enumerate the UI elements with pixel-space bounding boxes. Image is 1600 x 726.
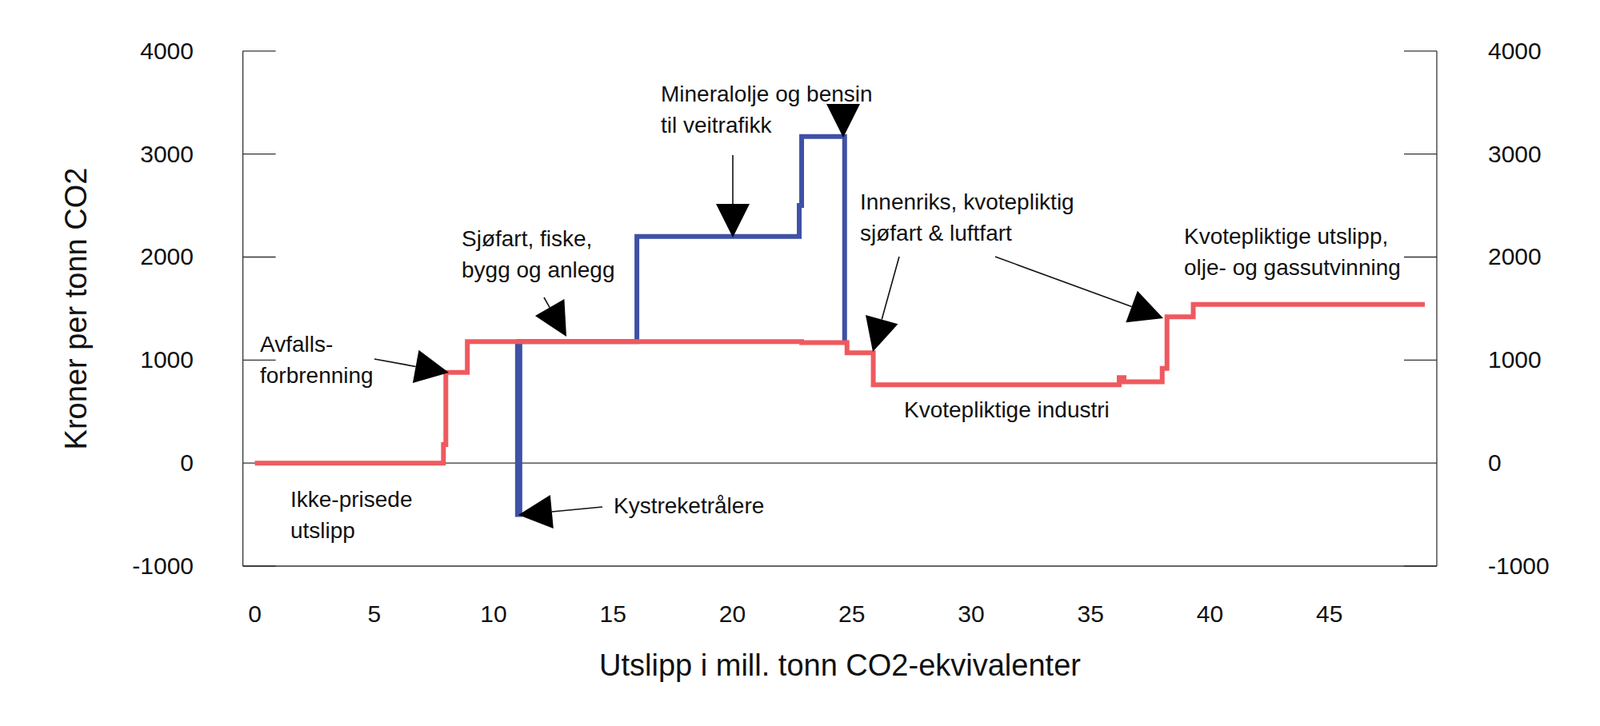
annotation-line: sjøfart & luftfart [860, 220, 1012, 246]
y2-tick-label: 1000 [1488, 346, 1542, 373]
annotation-line: Kystreketrålere [613, 493, 764, 519]
x-tick-label: 25 [838, 600, 865, 628]
annotation: Kvotepliktige industri [904, 397, 1110, 423]
y2-axis-line [1436, 51, 1437, 567]
annotation-line: Avfalls- [260, 332, 333, 357]
x-tick-label: 35 [1077, 600, 1104, 628]
y2-tick-label: 4000 [1488, 37, 1542, 64]
annotation-line: Sjøfart, fiske, [461, 226, 592, 252]
annotation-arrow-line [732, 155, 734, 204]
y-tick [243, 153, 276, 155]
annotation: Avfalls-forbrenning [260, 332, 374, 388]
x-axis-line [243, 565, 1437, 567]
annotation: Innenriks, kvotepliktig sjøfart & luftfar… [860, 189, 1075, 246]
x-tick-label: 10 [480, 600, 507, 628]
annotation: Kvotepliktige utslipp, olje- og gassutvin… [1184, 224, 1401, 280]
step-line [516, 136, 844, 516]
y-axis-line [242, 51, 244, 567]
annotation-arrow-line [544, 297, 550, 308]
y2-tick-label: 0 [1488, 449, 1502, 476]
step-line [255, 304, 1426, 464]
annotation-arrowhead [535, 299, 567, 337]
annotation-arrowhead [518, 495, 554, 529]
annotation-arrowhead [1125, 291, 1164, 323]
plot-area [255, 136, 1426, 516]
y2-tick [1404, 50, 1437, 52]
y2-tick-label: 2000 [1488, 243, 1542, 270]
x-tick-label: 0 [248, 600, 262, 628]
annotation-line: bygg og anlegg [461, 257, 616, 283]
annotation-arrowhead [865, 315, 898, 352]
annotation-line: olje- og gassutvinning [1184, 255, 1401, 280]
annotation-arrowhead [716, 204, 750, 238]
y-tick-label: 3000 [140, 140, 194, 168]
annotation: Sjøfart, fiske, bygg og anlegg [461, 226, 616, 283]
y-tick-label: 0 [180, 449, 194, 476]
annotation: Mineralolje og bensin til veitrafikk [660, 81, 873, 138]
y-tick-label: 4000 [140, 37, 194, 64]
annotation-line: Ikke-prisede [290, 487, 413, 512]
chart: -1000 0 1000 2000 3000 4000 -1000 0 1000 2000 3000… [0, 0, 1600, 726]
x-tick-label: 40 [1196, 600, 1224, 628]
annotation-line: Kvotepliktige utslipp, [1184, 224, 1388, 249]
x-tick-label: 30 [957, 600, 984, 628]
annotation-arrowhead [412, 350, 449, 384]
y2-tick-label: 3000 [1488, 140, 1542, 168]
annotation-line: Innenriks, kvotepliktig [860, 189, 1075, 215]
y-tick-label: 1000 [140, 346, 194, 373]
x-tick-label: 20 [719, 600, 746, 628]
annotation-line: utslipp [290, 518, 356, 544]
annotation-arrow-line [995, 256, 1132, 308]
annotation: Ikke-prisede utslipp [290, 487, 413, 544]
annotation-line: til veitrafikk [660, 112, 772, 138]
y-tick-label: -1000 [132, 552, 194, 580]
y-tick [243, 50, 276, 52]
x-axis-title: Utslipp i mill. tonn CO2-ekvivalenter [599, 648, 1081, 683]
annotation-arrow-line [374, 359, 416, 367]
y-axis-title: Kroner per tonn CO2 [59, 168, 93, 451]
y2-tick [1404, 256, 1437, 258]
annotation-line: forbrenning [260, 363, 374, 388]
y2-tick [1404, 360, 1437, 361]
annotation: Kystreketrålere [613, 493, 764, 519]
annotation-arrow-line [881, 256, 900, 320]
annotation-line: Kvotepliktige industri [904, 397, 1110, 423]
y2-tick [1404, 565, 1437, 567]
y-tick [243, 256, 276, 258]
x-tick-label: 5 [367, 600, 381, 628]
y-tick [243, 360, 276, 361]
y2-tick-label: -1000 [1488, 552, 1550, 580]
y2-tick [1404, 153, 1437, 155]
x-tick-label: 15 [600, 600, 627, 628]
annotation-line: Mineralolje og bensin [660, 81, 873, 107]
x-tick-label: 45 [1316, 600, 1343, 628]
y-tick [243, 565, 276, 567]
annotation-arrow-line [552, 507, 603, 512]
annotation-arrowhead [826, 104, 860, 138]
y-tick-label: 2000 [140, 243, 194, 270]
